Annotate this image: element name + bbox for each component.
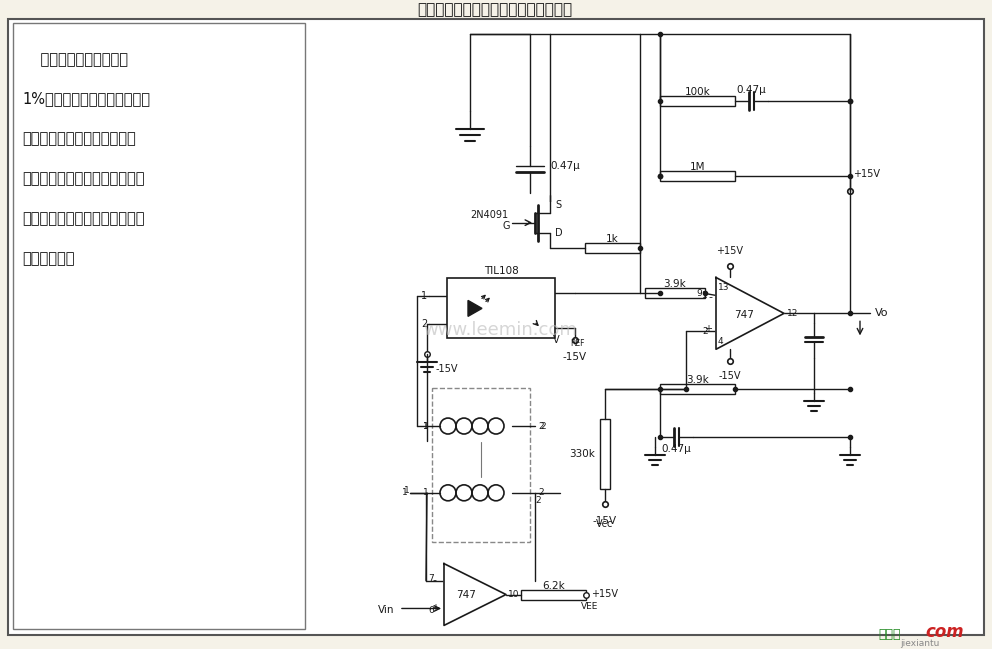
Text: +: + — [431, 604, 439, 613]
Text: Vcc: Vcc — [596, 519, 614, 529]
Text: 2: 2 — [535, 496, 541, 506]
Bar — [13, 23, 305, 630]
Text: 1%，并能自动调节由温度或其: 1%，并能自动调节由温度或其 — [22, 92, 150, 106]
Text: www.leemin.com: www.leemin.com — [423, 321, 577, 339]
Text: 1: 1 — [405, 486, 410, 495]
Text: jiexiantu: jiexiantu — [901, 639, 939, 648]
Text: 3.9k: 3.9k — [664, 280, 686, 289]
Text: 6.2k: 6.2k — [542, 581, 564, 591]
Text: 1: 1 — [424, 422, 429, 430]
Text: 100k: 100k — [684, 87, 710, 97]
Text: +15V: +15V — [853, 169, 880, 179]
Text: 增益变化。输出信号经过采样，: 增益变化。输出信号经过采样， — [22, 171, 145, 186]
Text: 747: 747 — [456, 589, 476, 600]
Text: 0.47μ: 0.47μ — [550, 161, 579, 171]
Text: 4: 4 — [718, 337, 723, 346]
Text: 1: 1 — [421, 291, 427, 301]
Text: 2N4091: 2N4091 — [470, 210, 508, 219]
Text: REF: REF — [570, 339, 584, 348]
Text: TIL108: TIL108 — [484, 265, 519, 276]
Bar — [432, 388, 530, 542]
Text: 接线图: 接线图 — [879, 628, 902, 641]
Text: 10: 10 — [508, 590, 520, 599]
Text: -15V: -15V — [719, 371, 741, 381]
Text: +: + — [704, 324, 712, 334]
Text: -: - — [708, 293, 712, 302]
Text: +15V: +15V — [591, 589, 618, 598]
Text: 反馈到场效应晶体管，维持恒定: 反馈到场效应晶体管，维持恒定 — [22, 211, 145, 226]
Text: 0.47μ: 0.47μ — [661, 444, 690, 454]
Text: 2: 2 — [421, 319, 427, 329]
Text: 1: 1 — [702, 291, 708, 300]
Text: 电源电路中的具有增益补偿的隔离电路: 电源电路中的具有增益补偿的隔离电路 — [418, 2, 572, 17]
Text: VEE: VEE — [581, 602, 598, 611]
Text: 9: 9 — [696, 289, 702, 298]
Text: -15V: -15V — [562, 352, 587, 362]
Bar — [521, 589, 586, 600]
Text: 6: 6 — [429, 606, 434, 615]
Bar — [660, 384, 735, 394]
Text: +15V: +15V — [716, 245, 743, 256]
Bar — [447, 278, 555, 338]
Text: G: G — [503, 221, 510, 230]
Text: V: V — [554, 336, 560, 345]
Bar — [645, 288, 705, 299]
Text: -15V: -15V — [593, 516, 617, 526]
Polygon shape — [716, 278, 784, 349]
Text: 0.47μ: 0.47μ — [736, 85, 766, 95]
Text: S: S — [555, 200, 561, 210]
Text: -15V: -15V — [435, 364, 458, 374]
Text: -: - — [432, 576, 436, 585]
Polygon shape — [444, 563, 506, 626]
Text: 13: 13 — [718, 283, 729, 292]
Text: 330k: 330k — [569, 449, 595, 459]
Text: 的交流增益。: 的交流增益。 — [22, 251, 74, 266]
Text: 他直流在光电隔离器中产生的: 他直流在光电隔离器中产生的 — [22, 131, 136, 147]
Text: 7: 7 — [429, 574, 434, 583]
Text: 12: 12 — [787, 309, 799, 318]
Text: D: D — [555, 228, 562, 238]
Text: 2: 2 — [702, 327, 708, 336]
Text: 1: 1 — [402, 488, 408, 497]
Text: 1M: 1M — [689, 162, 705, 172]
Text: 2: 2 — [538, 422, 544, 430]
Text: Vin: Vin — [378, 606, 394, 615]
Text: 本电路总谐波失真小于: 本电路总谐波失真小于 — [22, 52, 128, 67]
Text: 2: 2 — [540, 422, 546, 430]
Text: 2: 2 — [538, 488, 544, 497]
Bar — [600, 419, 610, 489]
Text: Vo: Vo — [875, 308, 889, 319]
Bar — [585, 243, 640, 252]
Text: 747: 747 — [734, 310, 754, 321]
Text: 3.9k: 3.9k — [686, 375, 709, 385]
Bar — [660, 171, 735, 181]
Text: 1k: 1k — [606, 234, 619, 243]
Polygon shape — [468, 300, 482, 316]
Bar — [660, 96, 735, 106]
Text: 1: 1 — [424, 422, 429, 430]
Text: com: com — [926, 624, 964, 641]
Text: 1: 1 — [424, 488, 429, 497]
